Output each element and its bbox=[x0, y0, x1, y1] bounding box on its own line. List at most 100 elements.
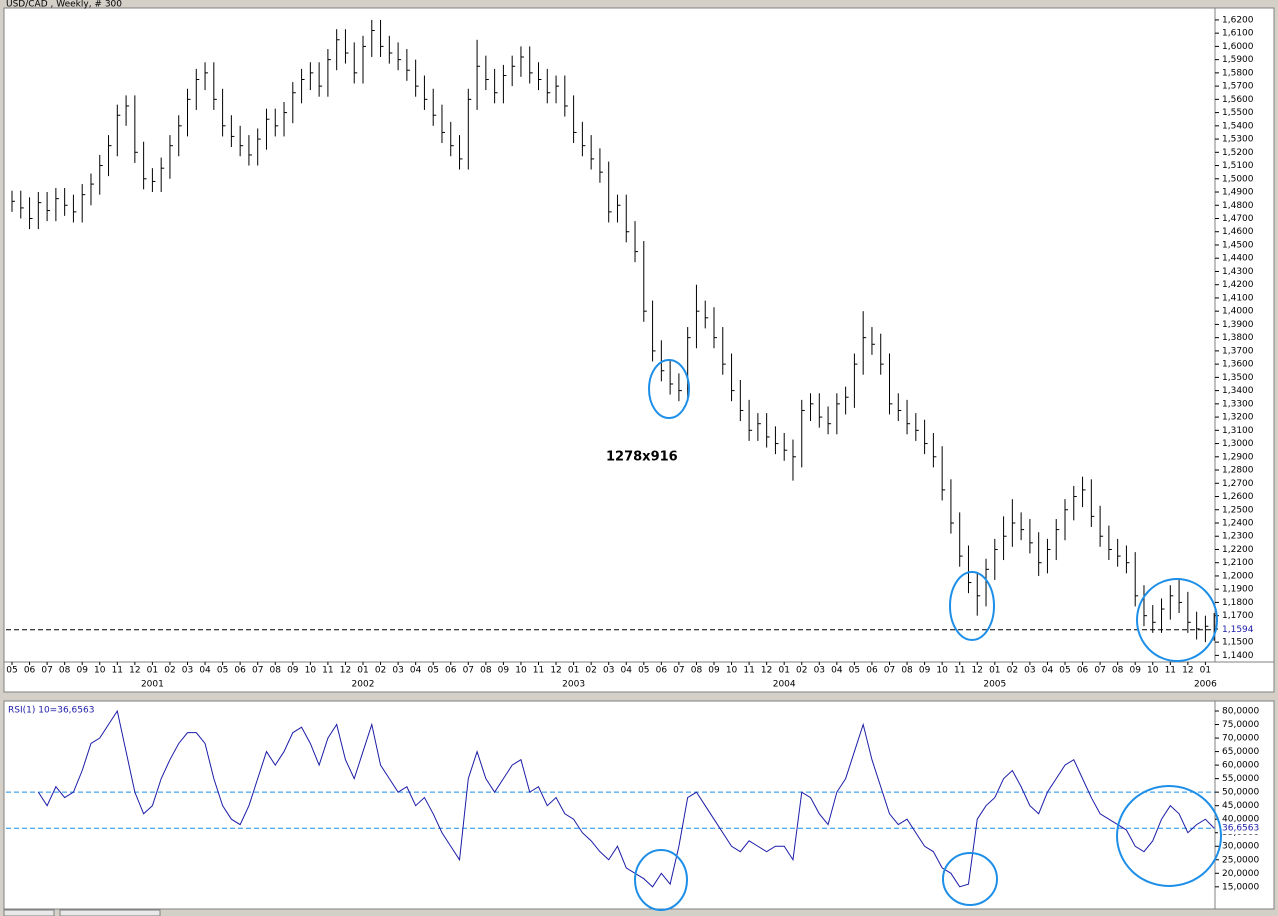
y-tick-label: 1,4000 bbox=[1222, 307, 1254, 317]
y-tick-label: 1,2800 bbox=[1222, 466, 1254, 476]
x-tick-label: 08 bbox=[59, 666, 71, 676]
y-tick-label: 1,4700 bbox=[1222, 214, 1254, 224]
chart-title: USD/CAD , Weekly, # 300 bbox=[6, 0, 122, 10]
y-tick-label: 40,0000 bbox=[1222, 815, 1259, 825]
last-value-box bbox=[1218, 623, 1268, 636]
x-tick-label: 11 bbox=[743, 666, 754, 676]
y-tick-label: 1,1500 bbox=[1222, 638, 1254, 648]
x-tick-label: 01 bbox=[568, 666, 579, 676]
rsi-axis bbox=[1214, 700, 1275, 910]
x-tick-label: 09 bbox=[287, 666, 299, 676]
y-tick-label: 1,5600 bbox=[1222, 95, 1254, 105]
x-tick-label: 08 bbox=[901, 666, 913, 676]
y-tick-label: 1,5900 bbox=[1222, 55, 1254, 65]
x-tick-label: 08 bbox=[1112, 666, 1124, 676]
x-tick-label: 02 bbox=[585, 666, 596, 676]
x-tick-label: 10 bbox=[936, 666, 948, 676]
x-tick-label: 11 bbox=[322, 666, 333, 676]
circle bbox=[942, 852, 998, 906]
y-tick-label: 70,0000 bbox=[1222, 734, 1259, 744]
y-tick-label: 1,3600 bbox=[1222, 360, 1254, 370]
status-strip bbox=[59, 909, 161, 916]
x-tick-label: 03 bbox=[603, 666, 614, 676]
x-tick-label: 03 bbox=[182, 666, 193, 676]
y-tick-label: 1,3000 bbox=[1222, 439, 1254, 449]
x-tick-label: 05 bbox=[638, 666, 649, 676]
x-tick-label: 06 bbox=[866, 666, 878, 676]
x-tick-label: 09 bbox=[1129, 666, 1141, 676]
circle bbox=[648, 359, 690, 419]
y-tick-label: 1,2200 bbox=[1222, 545, 1254, 555]
x-tick-label: 06 bbox=[656, 666, 668, 676]
price-panel bbox=[3, 7, 1216, 663]
x-tick-label: 08 bbox=[691, 666, 703, 676]
y-tick-label: 80,0000 bbox=[1222, 707, 1259, 717]
x-tick-label: 02 bbox=[164, 666, 175, 676]
y-tick-label: 50,0000 bbox=[1222, 788, 1259, 798]
x-tick-label: 09 bbox=[76, 666, 88, 676]
y-tick-label: 1,5300 bbox=[1222, 135, 1254, 145]
year-label: 2005 bbox=[983, 680, 1006, 690]
x-tick-label: 07 bbox=[252, 666, 263, 676]
x-tick-label: 06 bbox=[24, 666, 36, 676]
y-tick-label: 1,2400 bbox=[1222, 518, 1254, 528]
y-tick-label: 75,0000 bbox=[1222, 720, 1259, 730]
x-tick-label: 10 bbox=[726, 666, 738, 676]
x-tick-label: 10 bbox=[515, 666, 527, 676]
year-label: 2003 bbox=[562, 680, 585, 690]
x-tick-label: 10 bbox=[94, 666, 106, 676]
circle bbox=[634, 849, 688, 911]
x-tick-label: 02 bbox=[1007, 666, 1018, 676]
y-tick-label: 1,6100 bbox=[1222, 29, 1254, 39]
y-tick-label: 1,4900 bbox=[1222, 188, 1254, 198]
y-tick-label: 1,3100 bbox=[1222, 426, 1254, 436]
price-axis bbox=[1214, 7, 1275, 663]
x-tick-label: 11 bbox=[1165, 666, 1176, 676]
y-tick-label: 1,4500 bbox=[1222, 240, 1254, 250]
x-tick-label: 07 bbox=[884, 666, 895, 676]
y-tick-label: 1,5000 bbox=[1222, 174, 1254, 184]
y-tick-label: 1,2500 bbox=[1222, 505, 1254, 515]
x-tick-label: 12 bbox=[129, 666, 140, 676]
x-tick-label: 12 bbox=[972, 666, 983, 676]
x-tick-label: 04 bbox=[410, 666, 422, 676]
y-tick-label: 65,0000 bbox=[1222, 747, 1259, 757]
y-tick-label: 1,6000 bbox=[1222, 42, 1254, 52]
circle bbox=[1136, 578, 1218, 662]
x-tick-label: 06 bbox=[445, 666, 457, 676]
y-tick-label: 45,0000 bbox=[1222, 801, 1259, 811]
x-tick-label: 12 bbox=[340, 666, 351, 676]
y-tick-label: 1,4600 bbox=[1222, 227, 1254, 237]
y-tick-label: 1,5500 bbox=[1222, 108, 1254, 118]
y-tick-label: 1,3200 bbox=[1222, 413, 1254, 423]
x-tick-label: 01 bbox=[989, 666, 1000, 676]
annotation: 1278x916 bbox=[606, 450, 678, 465]
y-tick-label: 1,3800 bbox=[1222, 333, 1254, 343]
y-tick-label: 1,2700 bbox=[1222, 479, 1254, 489]
x-tick-label: 07 bbox=[41, 666, 52, 676]
y-tick-label: 60,0000 bbox=[1222, 761, 1259, 771]
y-tick-label: 1,4400 bbox=[1222, 254, 1254, 264]
y-tick-label: 1,5200 bbox=[1222, 148, 1254, 158]
y-tick-label: 1,5400 bbox=[1222, 121, 1254, 131]
x-tick-label: 12 bbox=[761, 666, 772, 676]
x-tick-label: 01 bbox=[357, 666, 368, 676]
year-label: 2001 bbox=[141, 680, 164, 690]
last-value-label: 1,1594 bbox=[1222, 625, 1254, 635]
x-tick-label: 05 bbox=[849, 666, 860, 676]
x-tick-label: 04 bbox=[621, 666, 633, 676]
y-tick-label: 1,1900 bbox=[1222, 585, 1254, 595]
y-tick-label: 1,6200 bbox=[1222, 15, 1254, 25]
x-tick-label: 04 bbox=[1042, 666, 1054, 676]
x-tick-label: 03 bbox=[1024, 666, 1035, 676]
x-tick-label: 07 bbox=[673, 666, 684, 676]
y-tick-label: 55,0000 bbox=[1222, 774, 1259, 784]
x-tick-label: 08 bbox=[270, 666, 282, 676]
x-tick-label: 10 bbox=[1147, 666, 1159, 676]
y-tick-label: 1,3400 bbox=[1222, 386, 1254, 396]
y-tick-label: 1,2900 bbox=[1222, 452, 1254, 462]
y-tick-label: 1,1800 bbox=[1222, 598, 1254, 608]
y-tick-label: 1,2300 bbox=[1222, 532, 1254, 542]
y-tick-label: 1,3700 bbox=[1222, 346, 1254, 356]
